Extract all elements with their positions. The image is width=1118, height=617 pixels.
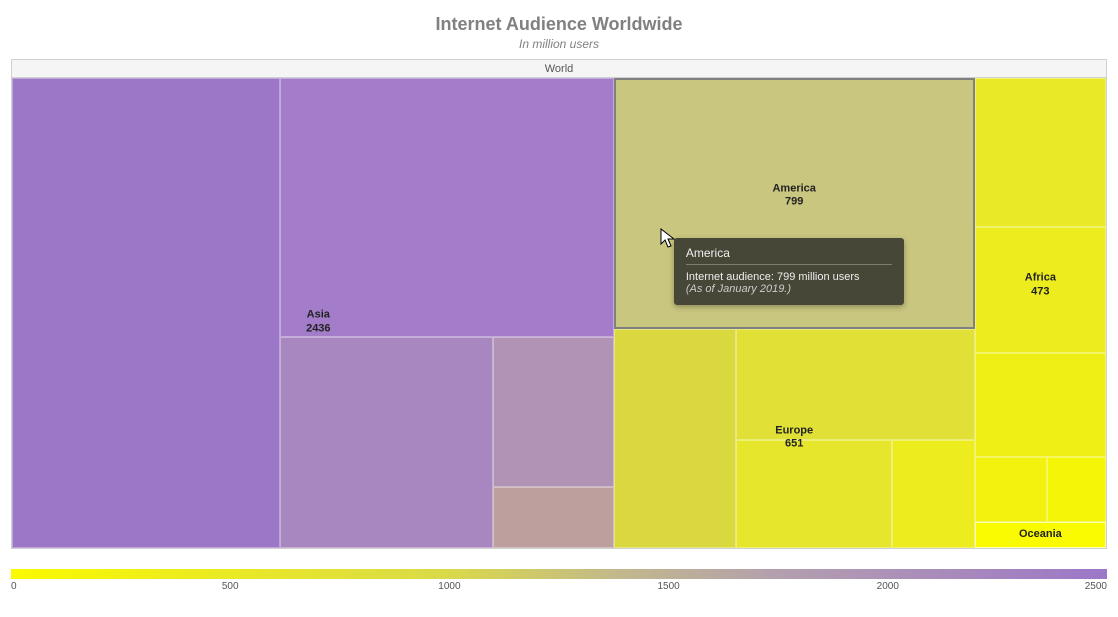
color-axis-tick: 2000 xyxy=(877,581,899,592)
color-axis-gradient xyxy=(11,569,1107,579)
color-axis-tick: 500 xyxy=(222,581,239,592)
treemap-leaf[interactable] xyxy=(975,78,1106,227)
color-axis-tick: 0 xyxy=(11,581,17,592)
treemap-leaf[interactable] xyxy=(12,78,280,548)
tooltip-note: (As of January 2019.) xyxy=(686,283,892,295)
treemap-leaf[interactable] xyxy=(280,337,493,549)
chart-title: Internet Audience Worldwide xyxy=(11,10,1107,35)
color-axis-tick: 2500 xyxy=(1085,581,1107,592)
treemap-leaf[interactable] xyxy=(892,440,975,548)
chart-subtitle: In million users xyxy=(11,37,1107,51)
tooltip-line: Internet audience: 799 million users xyxy=(686,271,892,283)
treemap-leaf[interactable] xyxy=(493,337,613,487)
treemap-leaf[interactable] xyxy=(736,440,891,548)
treemap-region[interactable] xyxy=(975,522,1106,548)
tooltip: America Internet audience: 799 million us… xyxy=(674,238,904,305)
color-axis-tick: 1000 xyxy=(438,581,460,592)
tooltip-title: America xyxy=(686,246,892,265)
color-axis[interactable]: 0 500 1000 1500 2000 2500 xyxy=(11,569,1107,595)
color-axis-tick: 1500 xyxy=(657,581,679,592)
treemap-leaf[interactable] xyxy=(493,487,613,548)
treemap-root-label[interactable]: World xyxy=(11,59,1107,77)
treemap-leaf[interactable] xyxy=(280,78,614,337)
treemap-leaf[interactable] xyxy=(975,227,1106,354)
treemap[interactable]: Asia2436America799Europe651Africa473Ocea… xyxy=(11,77,1107,549)
treemap-leaf[interactable] xyxy=(614,329,737,548)
color-axis-labels: 0 500 1000 1500 2000 2500 xyxy=(11,581,1107,595)
treemap-leaf[interactable] xyxy=(975,353,1106,456)
treemap-leaf[interactable] xyxy=(975,457,1047,522)
treemap-leaf[interactable] xyxy=(1047,457,1106,522)
treemap-leaf[interactable] xyxy=(736,329,974,439)
